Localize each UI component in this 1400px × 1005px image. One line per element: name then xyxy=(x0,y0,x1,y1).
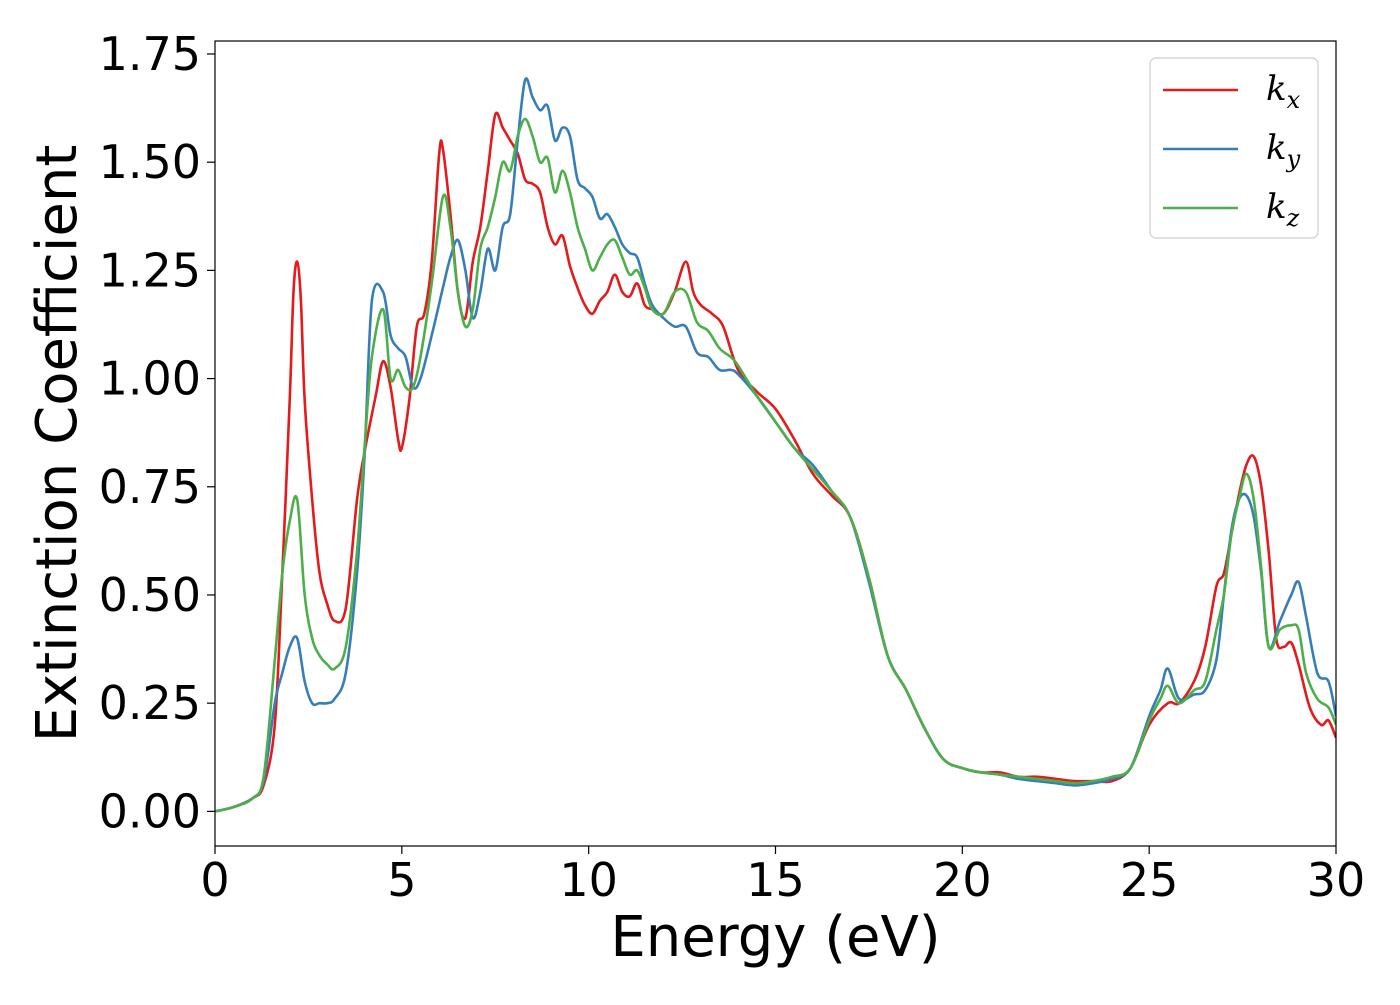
y-tick-label: 0.75 xyxy=(99,460,201,514)
legend-label-subscript: z xyxy=(1286,204,1300,232)
series-layer xyxy=(215,77,1336,813)
y-tick-label: 0.00 xyxy=(99,784,201,838)
x-tick-label: 25 xyxy=(1120,853,1179,907)
y-tick-label: 1.50 xyxy=(99,135,201,189)
legend-label-y: ky xyxy=(1266,128,1301,173)
legend-label-base: k xyxy=(1266,187,1287,227)
y-tick-label: 0.50 xyxy=(99,568,201,622)
legend-label-base: k xyxy=(1266,128,1287,168)
legend-label-z: kz xyxy=(1266,187,1300,232)
x-tick-label: 20 xyxy=(933,853,992,907)
y-axis-ticks: 0.00 0.25 0.50 0.75 1.00 1.25 1.50 1.75 xyxy=(99,27,215,838)
series-line-z xyxy=(215,117,1336,813)
y-tick-label: 0.25 xyxy=(99,676,201,730)
legend-label-subscript: y xyxy=(1286,145,1301,173)
x-tick-label: 15 xyxy=(746,853,805,907)
y-tick-label: 1.00 xyxy=(99,352,201,406)
y-tick-label: 1.75 xyxy=(99,27,201,81)
x-tick-label: 5 xyxy=(387,853,416,907)
x-axis-ticks: 0 5 10 15 20 25 30 xyxy=(200,846,1365,907)
y-axis-title: Extinction Coefficient xyxy=(25,145,90,743)
legend-label-subscript: x xyxy=(1287,86,1301,114)
y-tick-label: 1.25 xyxy=(99,243,201,297)
x-tick-label: 10 xyxy=(559,853,618,907)
x-tick-label: 30 xyxy=(1307,853,1366,907)
legend-label-x: kx xyxy=(1266,69,1301,114)
series-line-y xyxy=(215,77,1336,813)
x-axis-title: Energy (eV) xyxy=(610,905,940,970)
x-tick-label: 0 xyxy=(200,853,229,907)
legend-label-base: k xyxy=(1266,69,1287,109)
